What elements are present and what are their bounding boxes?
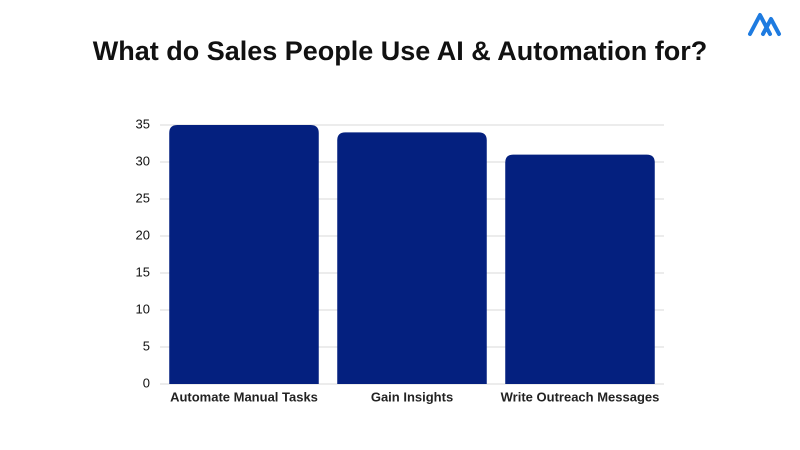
bar [337, 132, 487, 384]
x-tick-label: Gain Insights [371, 389, 453, 404]
y-tick-label: 5 [143, 338, 150, 353]
y-tick-label: 20 [136, 227, 150, 242]
x-tick-label: Automate Manual Tasks [170, 389, 318, 404]
y-tick-label: 25 [136, 190, 150, 205]
logo-mark [761, 17, 781, 36]
bar [169, 125, 319, 384]
y-tick-label: 30 [136, 153, 150, 168]
logo [748, 13, 781, 36]
x-tick-label: Write Outreach Messages [501, 389, 660, 404]
y-tick-label: 10 [136, 301, 150, 316]
chart-title: What do Sales People Use AI & Automation… [93, 36, 708, 66]
bar [505, 154, 655, 384]
y-tick-label: 35 [136, 116, 150, 131]
y-tick-label: 15 [136, 264, 150, 279]
y-tick-label: 0 [143, 375, 150, 390]
